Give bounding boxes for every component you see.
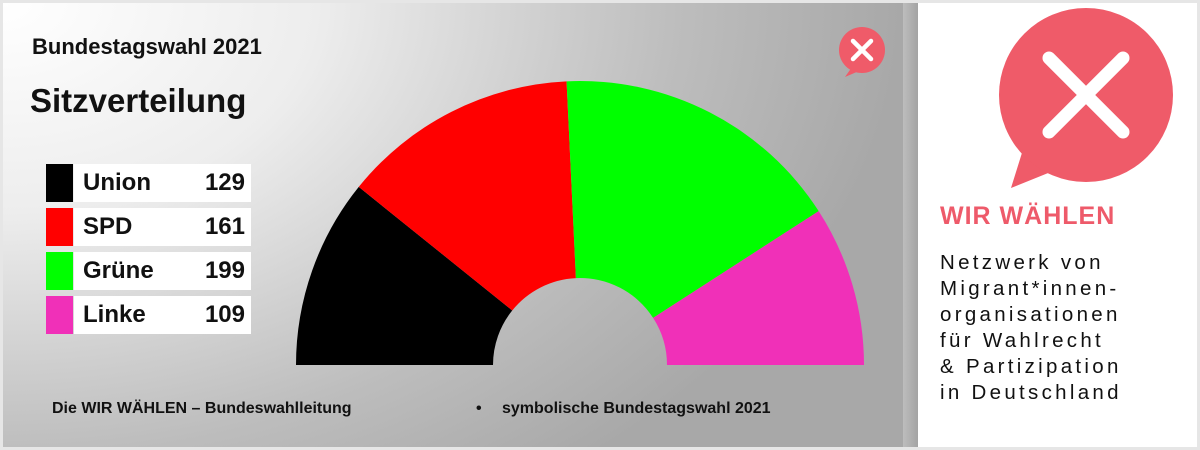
slice-linke (653, 211, 864, 365)
legend-item: SPD 161 (46, 208, 251, 246)
legend-item: Linke 109 (46, 296, 251, 334)
tagline-line: für Wahlrecht (940, 329, 1105, 352)
tagline-line: Migrant*innen- (940, 277, 1120, 300)
legend-swatch (46, 296, 73, 334)
tagline-line: Netzwerk von (940, 251, 1104, 274)
chart-title: Bundestagswahl 2021 (32, 34, 262, 59)
speech-bubble-x-icon (999, 8, 1173, 188)
tagline-line: organisationen (940, 303, 1121, 326)
small-logo-icon (839, 27, 885, 77)
footer-left: Die WIR WÄHLEN – Bundeswahlleitung (52, 400, 352, 417)
panel-divider (903, 3, 918, 447)
legend-value: 129 (185, 164, 251, 202)
slice-union (296, 186, 513, 365)
tagline-line: & Partizipation (940, 355, 1122, 378)
footer-bullet: • (476, 400, 482, 417)
legend-swatch (46, 208, 73, 246)
legend-value: 199 (185, 252, 251, 290)
chart-subtitle: Sitzverteilung (30, 82, 247, 119)
legend-value: 109 (185, 296, 251, 334)
legend-value: 161 (185, 208, 251, 246)
tagline: Netzwerk von Migrant*innen- organisation… (940, 250, 1180, 406)
legend-swatch (46, 252, 73, 290)
slice-grüne (566, 81, 819, 318)
tagline-line: in Deutschland (940, 381, 1122, 404)
legend-swatch (46, 164, 73, 202)
footer-right: symbolische Bundestagswahl 2021 (502, 400, 771, 417)
brand-name: WIR WÄHLEN (940, 202, 1116, 230)
slice-spd (358, 81, 576, 311)
legend-item: Union 129 (46, 164, 251, 202)
legend-item: Grüne 199 (46, 252, 251, 290)
